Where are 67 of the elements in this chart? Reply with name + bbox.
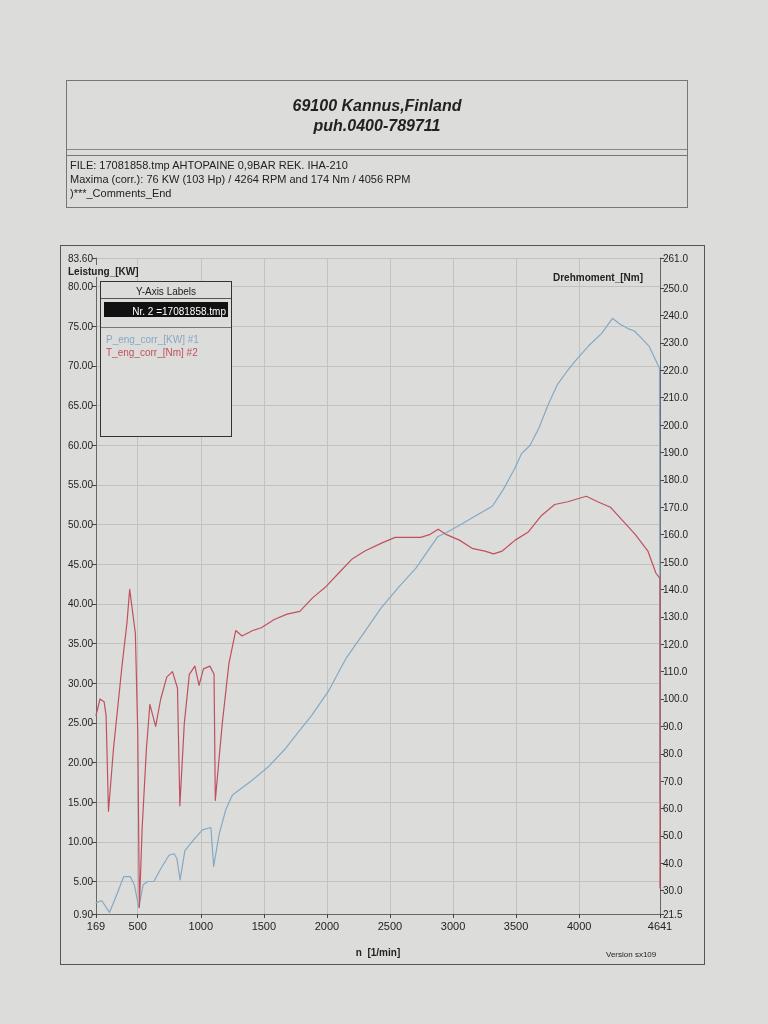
line-series [95,495,661,908]
y2-tick-label: 230.0 [663,337,689,349]
x-tick-label: 2500 [377,919,403,932]
y2-tick-label: 250.0 [663,282,689,294]
y2-tick-label: 90.0 [663,720,683,732]
y2-tick-label: 190.0 [663,446,689,458]
y-tick-label: 15.00 [67,796,94,808]
x-tick-label: 4000 [566,919,592,932]
y2-tick-label: 40.0 [663,857,683,869]
y2-tick-label: 180.0 [663,474,689,486]
text: FILE: 17081858.tmp AHTOPAINE 0,9BAR REK. IHA-210 [70,159,348,171]
y-axis-title: Leistung_[KW] [68,265,139,277]
x-axis-title: n [1/min] [355,946,401,958]
text: P_eng_corr_[KW] #1 [106,334,199,345]
text: )***_Comments_End [70,187,172,199]
y-tick-label: 65.00 [67,400,94,412]
y2-tick-label: 50.0 [663,830,683,842]
y-tick-label: 60.00 [67,439,94,451]
y2-tick-label: 110.0 [663,666,688,678]
y2-tick-label: 60.0 [663,803,683,815]
y2-tick-label: 130.0 [663,611,689,623]
y-tick-label: 25.00 [67,717,94,729]
y2-tick-label: 261.0 [663,252,689,264]
y2-tick-label: 120.0 [663,638,689,650]
y2-tick-label: 220.0 [663,364,689,376]
y2-tick-label: 80.0 [663,748,683,760]
y-tick-label: 10.00 [67,836,94,848]
text: T_eng_corr_[Nm] #2 [106,347,198,358]
y-tick-label: 80.00 [67,281,94,293]
y-tick-label: 70.00 [67,360,94,372]
y2-tick-label: 150.0 [663,556,689,568]
x-tick-label: 4641 [647,919,673,932]
y2-tick-label: 70.0 [663,775,683,787]
y2-tick-label: 210.0 [663,392,689,404]
y-tick-label: 0.90 [73,908,94,920]
x-tick-label: 3000 [440,919,466,932]
text: Version sx109 [606,950,657,959]
y-tick-label: 40.00 [67,598,94,610]
x-tick-label: 169 [86,919,106,932]
y-tick-label: 55.00 [67,479,94,491]
y2-tick-label: 170.0 [663,501,689,513]
x-tick-label: 1500 [251,919,277,932]
chart-title: 69100 Kannus,Finland [292,97,462,114]
y2-tick-label: 30.0 [663,885,683,897]
x-tick-label: 500 [128,919,147,932]
y-tick-label: 35.00 [67,638,94,650]
text: Maxima (corr.): 76 KW (103 Hp) / 4264 RPM and 174 Nm / 4056 RPM [70,173,411,185]
y2-tick-label: 100.0 [663,693,689,705]
y2-tick-label: 240.0 [663,310,689,322]
y2-tick-label: 160.0 [663,529,689,541]
y2-axis-title: Drehmoment_[Nm] [552,271,644,283]
chart-subtitle: puh.0400-789711 [313,117,441,134]
x-tick-label: 1000 [188,919,214,932]
y-tick-label: 20.00 [67,756,94,768]
annotation: Nr. 2 =17081858.tmp [132,306,226,317]
legend-title: Y-Axis Labels [135,286,197,297]
y-tick-label: 30.00 [67,677,94,689]
y-tick-label: 75.00 [67,320,94,332]
y2-tick-label: 200.0 [663,419,689,431]
y-tick-label: 5.00 [73,875,94,887]
y2-tick-label: 21.5 [663,908,683,920]
y2-tick-label: 140.0 [663,583,689,595]
x-tick-label: 3500 [503,919,529,932]
x-tick-label: 2000 [314,919,340,932]
y-tick-label: 45.00 [67,558,94,570]
y-tick-label: 50.00 [67,519,94,531]
y-tick-label: 83.60 [67,252,94,264]
